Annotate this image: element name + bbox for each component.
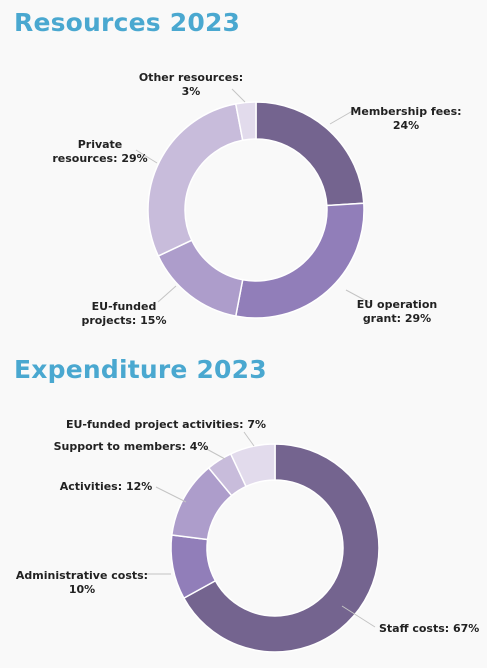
leader-line-eu-funded-project-activities [243, 431, 255, 447]
data-label-activities: Activities: 12% [60, 480, 153, 493]
leader-line-eu-operation-grant [345, 289, 373, 305]
slice-eu-funded-project-activities [229, 443, 276, 488]
slice-other-resources [234, 101, 257, 142]
expenditure-title: Expenditure 2023 [14, 355, 267, 384]
data-label-eu-funded-project-activities: EU-funded project activities: 7% [66, 418, 266, 431]
leader-line-membership-fees [329, 108, 357, 125]
leader-line-other-resources [231, 88, 246, 103]
leader-line-eu-funded-projects [157, 285, 177, 303]
slice-eu-funded-projects [157, 239, 244, 317]
slice-membership-fees [255, 101, 365, 207]
leader-line-private-resources [135, 149, 158, 164]
data-label-staff-costs: Staff costs: 67% [379, 622, 479, 635]
data-label-eu-operation-grant: EU operation grant: 29% [357, 298, 437, 325]
data-label-eu-funded-projects: EU-funded projects: 15% [82, 300, 167, 327]
expenditure-donut-chart: Staff costs: 67% Administrative costs: 10%… [16, 418, 479, 653]
leader-line-support-to-members [202, 446, 226, 460]
slice-private-resources [147, 103, 244, 257]
leader-line-activities [155, 486, 187, 503]
data-label-administrative-costs: Administrative costs: 10% [16, 569, 148, 596]
slice-eu-operation-grant [234, 202, 365, 319]
data-label-other-resources: Other resources: 3% [139, 71, 243, 98]
leader-line-staff-costs [341, 605, 376, 628]
slice-staff-costs [182, 443, 380, 653]
resources-donut-chart: Membership fees: 24% EU operation grant: 29… [52, 71, 461, 327]
resources-title: Resources 2023 [14, 8, 241, 37]
data-label-membership-fees: Membership fees: 24% [350, 105, 461, 132]
data-label-private-resources: Private resources: 29% [52, 138, 147, 165]
data-label-support-to-members: Support to members: 4% [54, 440, 209, 453]
